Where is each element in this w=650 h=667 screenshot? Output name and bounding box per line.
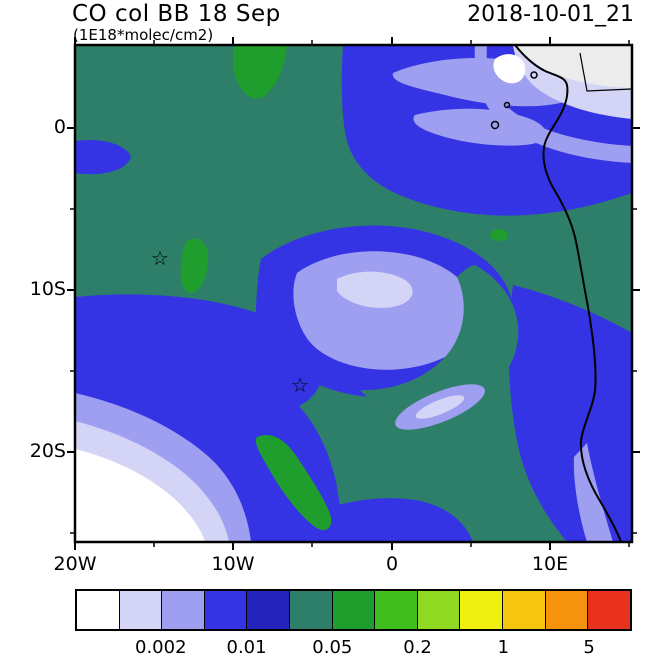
colorbar	[75, 589, 632, 631]
contour-se-coastal-band	[508, 285, 632, 542]
contour-gyre-centre	[337, 271, 413, 308]
colorbar-cell-12	[588, 591, 630, 629]
contour-sw-white	[75, 449, 205, 542]
contour-green-bump-north	[233, 45, 287, 99]
colorbar-cell-0	[77, 591, 120, 629]
colorbar-cells	[77, 591, 630, 629]
colorbar-tick-1: 1	[497, 637, 510, 658]
plot-title: CO col BB 18 Sep	[72, 1, 281, 27]
map-frame	[73, 43, 634, 544]
axis-ticks-minor	[70, 40, 637, 547]
island-sao-tome	[490, 120, 500, 130]
contour-bottom-band	[275, 498, 473, 542]
colorbar-cell-11	[545, 591, 589, 629]
plot-datetime: 2018-10-01_21	[467, 2, 634, 27]
island-bioko	[530, 71, 538, 79]
contour-gyre-teal-comma	[360, 265, 519, 412]
colorbar-cell-8	[417, 591, 461, 629]
colorbar-cell-9	[460, 591, 504, 629]
colorbar-tick-005: 0.05	[312, 637, 353, 658]
contour-low-eye-inner	[415, 395, 465, 419]
island-principe	[503, 101, 511, 109]
colorbar-cell-1	[119, 591, 163, 629]
plot-units: (1E18*molec/cm2)	[73, 26, 214, 44]
colorbar-tick-0002: 0.002	[135, 637, 187, 658]
colorbar-tick-5: 5	[583, 637, 595, 658]
contour-map: ☆ ☆	[67, 37, 640, 550]
colorbar-cell-4	[247, 591, 291, 629]
x-axis-label-20w: 20W	[53, 553, 97, 575]
inland-border	[579, 52, 633, 92]
x-axis-label-0: 0	[385, 553, 399, 575]
y-axis-label-10s: 10S	[29, 278, 66, 300]
contour-green-streak-south	[255, 435, 332, 531]
coastline	[514, 44, 622, 543]
colorbar-cell-10	[503, 591, 546, 629]
x-axis-label-10e: 10E	[531, 553, 569, 575]
contour-green-patch-west	[180, 238, 209, 294]
contour-north-streak-3	[474, 45, 632, 163]
land-ne	[515, 45, 632, 88]
colorbar-cell-2	[162, 591, 205, 629]
contour-ne-white-patch	[493, 54, 526, 84]
colorbar-tick-02: 0.2	[403, 637, 432, 658]
colorbar-cell-7	[375, 591, 418, 629]
star-marker-1: ☆	[151, 246, 169, 270]
y-axis-label-20s: 20S	[29, 440, 66, 462]
colorbar-cell-3	[204, 591, 248, 629]
contour-west-tongue	[75, 139, 131, 175]
axis-ticks-major	[67, 37, 640, 550]
star-marker-2: ☆	[291, 373, 309, 397]
y-axis-label-0: 0	[53, 116, 66, 138]
x-axis-label-10w: 10W	[211, 553, 255, 575]
colorbar-cell-5	[290, 591, 333, 629]
contour-green-dot-coast	[490, 229, 508, 241]
contour-low-eye	[395, 384, 485, 430]
colorbar-tick-001: 0.01	[226, 637, 267, 658]
colorbar-cell-6	[332, 591, 376, 629]
colorbar-labels: 0.002 0.01 0.05 0.2 1 5	[75, 637, 632, 661]
